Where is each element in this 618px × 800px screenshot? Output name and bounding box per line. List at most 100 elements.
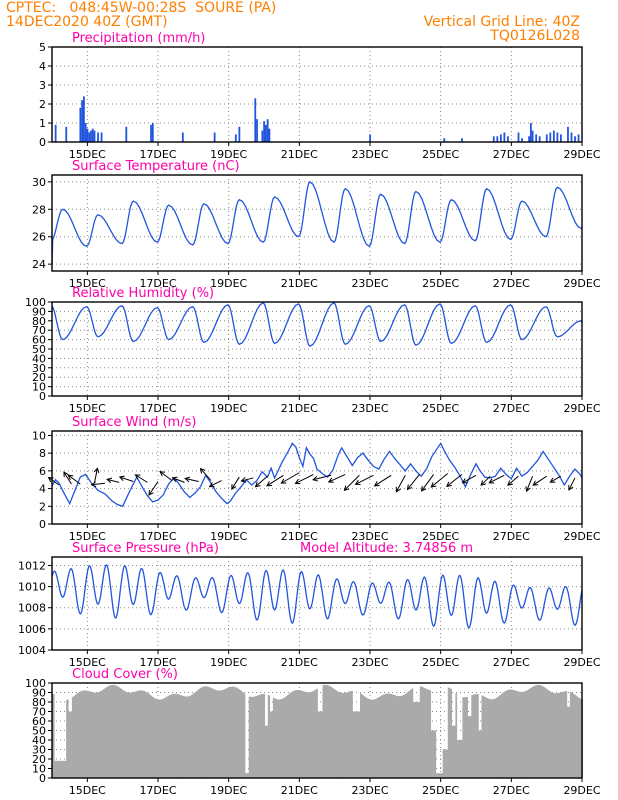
cloud-bar bbox=[407, 691, 409, 778]
cloud-bar bbox=[124, 691, 126, 778]
cloud-bar bbox=[263, 694, 266, 778]
cloud-bar bbox=[59, 760, 61, 778]
cloud-bar bbox=[239, 689, 241, 778]
cloud-bar bbox=[337, 691, 339, 778]
cloud-bar bbox=[54, 760, 56, 778]
precip-bar bbox=[83, 96, 85, 142]
cloud-bar bbox=[311, 691, 313, 778]
cloud-bar bbox=[382, 694, 384, 778]
cloud-bar bbox=[486, 698, 488, 778]
cloud-bar bbox=[379, 696, 381, 778]
cloud-bar bbox=[234, 687, 236, 778]
rh-line bbox=[51, 302, 583, 348]
cloud-bar bbox=[352, 711, 354, 778]
ytick-label-temp: 28 bbox=[32, 203, 46, 216]
cloud-bar bbox=[142, 690, 144, 778]
cloud-bar bbox=[310, 692, 312, 778]
cloud-bar bbox=[132, 692, 134, 778]
cloud-bar bbox=[122, 689, 124, 778]
cloud-bar bbox=[301, 690, 303, 778]
cloud-bar bbox=[87, 690, 89, 778]
cloud-bar bbox=[258, 695, 260, 778]
wind-arrow bbox=[328, 473, 346, 483]
cloud-bar bbox=[353, 711, 355, 778]
cloud-bar bbox=[536, 685, 538, 778]
precip-bar bbox=[556, 132, 559, 142]
cloud-bar bbox=[100, 691, 102, 778]
cloud-bar bbox=[513, 690, 515, 778]
cloud-bar bbox=[96, 692, 98, 778]
cloud-bar bbox=[209, 687, 212, 778]
cloud-bar bbox=[101, 690, 103, 778]
cloud-bar bbox=[305, 691, 307, 778]
cloud-bar bbox=[155, 699, 157, 778]
cloud-bar bbox=[438, 773, 440, 778]
cloud-bar bbox=[373, 699, 375, 778]
cloud-bar bbox=[452, 725, 454, 778]
cloud-bar bbox=[411, 688, 413, 778]
wind-arrow bbox=[430, 473, 449, 488]
cloud-bar bbox=[179, 694, 181, 778]
cloud-bar bbox=[503, 691, 505, 778]
cloud-bar bbox=[305, 692, 308, 778]
cloud-bar bbox=[571, 692, 573, 778]
cloud-bar bbox=[256, 695, 258, 778]
cloud-bar bbox=[440, 773, 442, 778]
wind-arrow bbox=[395, 475, 406, 493]
cloud-bar bbox=[422, 687, 424, 778]
cloud-bar bbox=[173, 693, 175, 778]
wind-arrow bbox=[507, 475, 519, 486]
cloud-bar bbox=[181, 695, 183, 778]
cloud-bar bbox=[66, 699, 68, 778]
cloud-bar bbox=[129, 692, 131, 778]
wind-arrow bbox=[550, 475, 562, 483]
ytick-label-cloud: 50 bbox=[32, 725, 46, 738]
cloud-bar bbox=[146, 692, 149, 778]
cloud-bar bbox=[76, 693, 79, 778]
cloud-bar bbox=[435, 730, 437, 778]
wind-arrow bbox=[148, 481, 159, 496]
cloud-bar bbox=[521, 691, 523, 778]
cloud-bar bbox=[376, 698, 378, 778]
cloud-bar bbox=[371, 699, 373, 778]
cloud-bar bbox=[557, 693, 559, 778]
cloud-bar bbox=[262, 694, 264, 778]
cloud-bar bbox=[89, 691, 91, 778]
xtick-label-cloud: 27DEC bbox=[493, 784, 530, 797]
run-code: TQ0126L028 bbox=[490, 28, 580, 44]
cloud-bar bbox=[539, 685, 541, 778]
cloud-bar bbox=[447, 687, 449, 778]
cloud-bar bbox=[520, 691, 522, 778]
cloud-bar bbox=[472, 694, 474, 778]
cloud-bar bbox=[58, 760, 60, 778]
cloud-bar bbox=[580, 699, 582, 778]
cloud-bar bbox=[143, 690, 145, 778]
cloud-bar bbox=[484, 697, 486, 778]
cloud-bar bbox=[341, 692, 343, 778]
cloud-bar bbox=[223, 689, 225, 778]
wind-arrowhead bbox=[525, 486, 531, 493]
cloud-bar bbox=[464, 697, 466, 778]
cloud-bar bbox=[460, 740, 462, 778]
cloud-bar bbox=[320, 711, 322, 778]
cloud-bar bbox=[433, 730, 435, 778]
cloud-bar bbox=[510, 689, 512, 778]
cloud-bar bbox=[570, 692, 572, 778]
cloud-bar bbox=[172, 694, 174, 778]
cloud-bar bbox=[260, 694, 262, 778]
cloud-bar bbox=[510, 689, 512, 778]
cloud-bar bbox=[466, 696, 468, 778]
cloud-bar bbox=[541, 686, 543, 778]
cloud-bar bbox=[465, 697, 467, 778]
cloud-bar bbox=[167, 696, 169, 778]
cloud-bar bbox=[419, 686, 421, 778]
cloud-bar bbox=[374, 699, 376, 778]
cloud-bar bbox=[487, 698, 489, 778]
cloud-bar bbox=[176, 693, 178, 778]
cloud-bar bbox=[453, 725, 455, 778]
xtick-label-press: 15DEC bbox=[69, 656, 106, 669]
cloud-bar bbox=[554, 693, 556, 778]
cloud-bar bbox=[55, 760, 57, 778]
cloud-bar bbox=[556, 693, 558, 778]
cloud-bar bbox=[506, 690, 508, 778]
